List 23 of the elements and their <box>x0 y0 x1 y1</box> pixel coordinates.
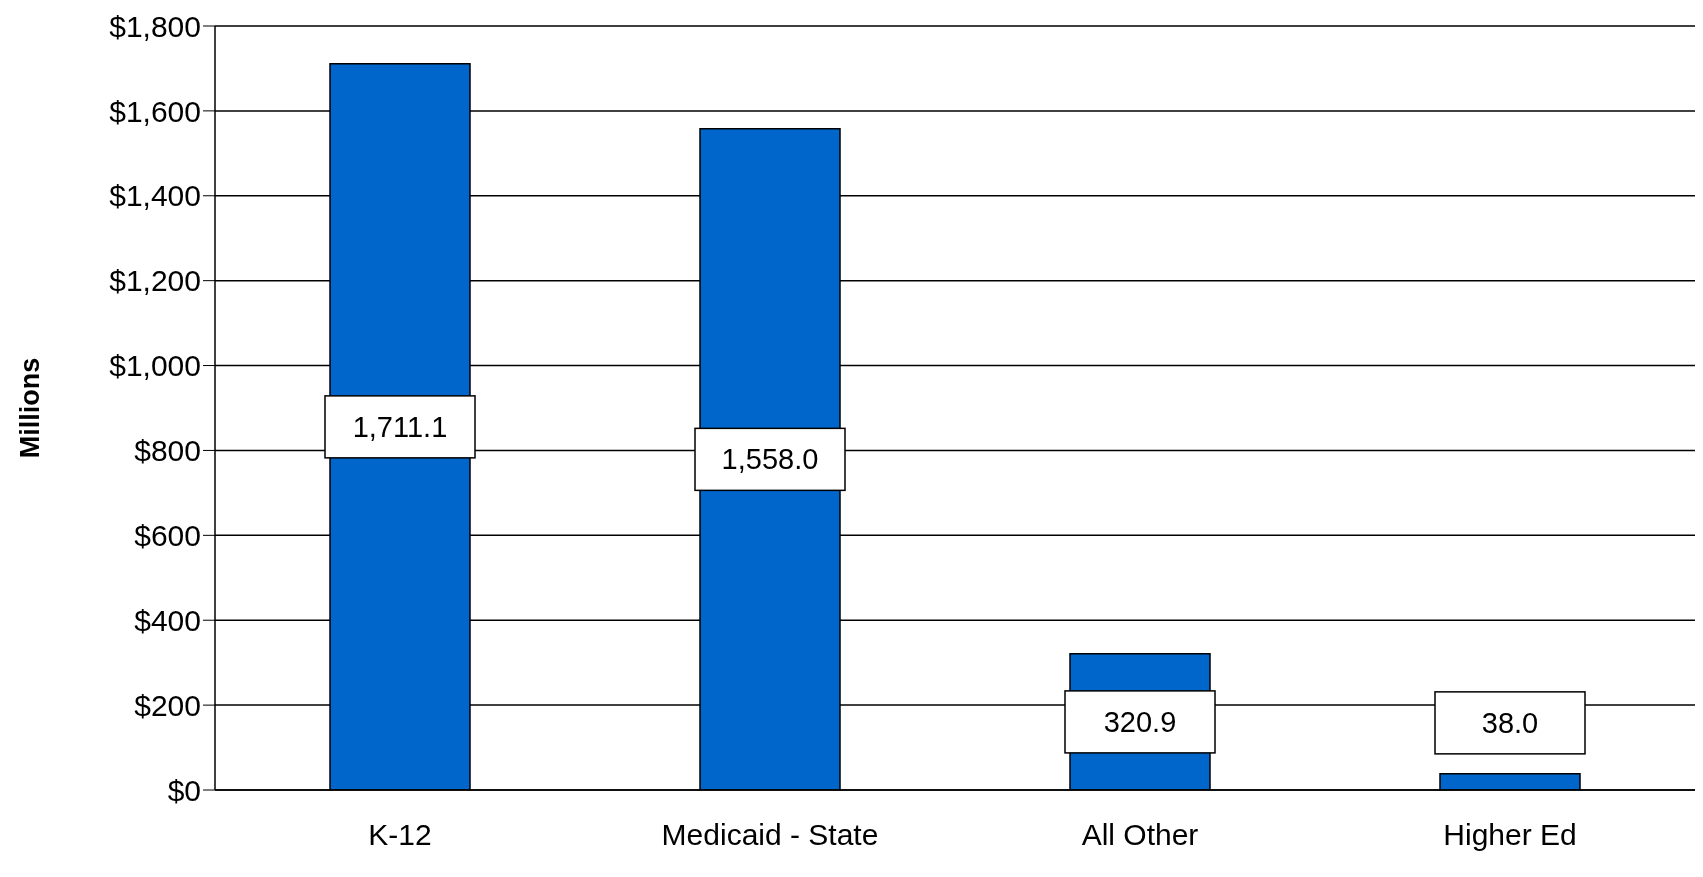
x-tick-label: All Other <box>1081 818 1199 852</box>
label-box: 1,711.1 <box>324 395 476 459</box>
x-tick-label: Medicaid - State <box>661 818 879 852</box>
y-tick-label: $1,400 <box>109 179 201 213</box>
y-tick-label: $200 <box>134 688 201 722</box>
data-label: 320.9 <box>1103 705 1177 738</box>
y-tick-label: $400 <box>134 603 201 637</box>
data-label: 1,711.1 <box>352 410 448 443</box>
y-axis-title: Millions <box>14 357 45 459</box>
y-tick-label: $1,200 <box>109 264 201 298</box>
y-tick-label: $600 <box>134 518 201 552</box>
label-box: 320.9 <box>1064 690 1216 754</box>
label-box: 1,558.0 <box>694 427 846 492</box>
data-label: 38.0 <box>1481 706 1539 739</box>
y-tick-label: $1,000 <box>109 349 201 383</box>
data-label: 1,558.0 <box>721 443 819 476</box>
y-tick-label: $0 <box>167 773 201 807</box>
y-tick-label: $1,800 <box>109 9 201 43</box>
x-tick-label: Higher Ed <box>1443 818 1577 852</box>
y-tick-label: $800 <box>134 434 201 468</box>
x-tick-label: K-12 <box>368 818 432 852</box>
y-tick-label: $1,600 <box>109 94 201 128</box>
label-box: 38.0 <box>1434 691 1586 755</box>
